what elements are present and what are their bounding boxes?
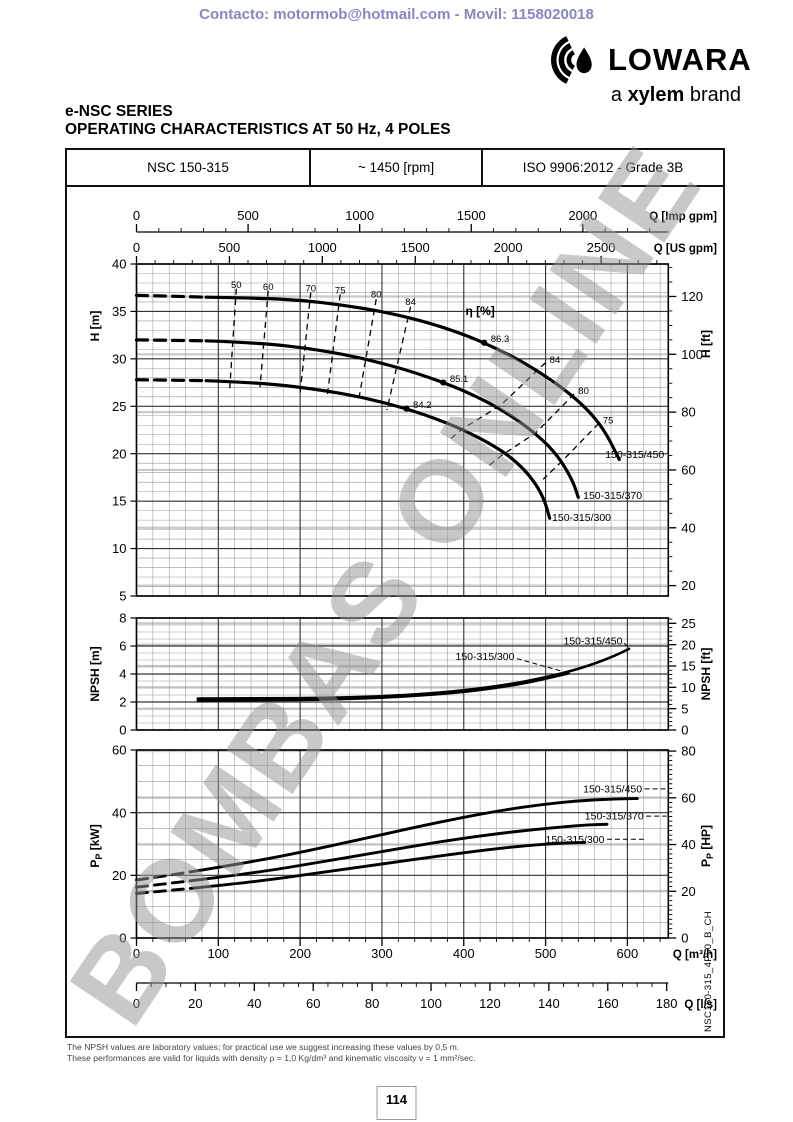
- contact-banner: Contacto: motormob@hotmail.com - Movil: …: [199, 6, 594, 23]
- side-code: NSC150-315_4P50_B_CH: [703, 910, 714, 1032]
- doc-title: e-NSC SERIES OPERATING CHARACTERISTICS A…: [65, 103, 451, 139]
- footnote-density: These performances are valid for liquids…: [67, 1053, 476, 1063]
- xylem-tagline: a xylem brand: [545, 84, 741, 107]
- tagline-rest: brand: [684, 84, 741, 106]
- spec-model: NSC 150-315: [67, 150, 311, 185]
- footnotes: The NPSH values are laboratory values; f…: [67, 1042, 475, 1064]
- spec-table: NSC 150-315 ~ 1450 [rpm] ISO 9906:2012 -…: [67, 150, 723, 187]
- spec-standard: ISO 9906:2012 - Grade 3B: [522, 160, 684, 175]
- tagline-a: a: [610, 84, 628, 106]
- lowara-wordmark: LOWARA: [608, 42, 752, 77]
- content-frame: NSC 150-315 ~ 1450 [rpm] ISO 9906:2012 -…: [65, 148, 725, 1038]
- brand-logo: LOWARA: [547, 33, 752, 87]
- page-number: 114: [386, 1092, 407, 1107]
- spec-speed: ~ 1450 [rpm]: [311, 150, 483, 185]
- lowara-mark-icon: [551, 36, 592, 84]
- doc-title-line2: OPERATING CHARACTERISTICS AT 50 Hz, 4 PO…: [65, 121, 451, 138]
- doc-title-line1: e-NSC SERIES: [65, 103, 173, 120]
- footnote-npsh: The NPSH values are laboratory values; f…: [67, 1042, 460, 1052]
- page-number-box: 114: [376, 1086, 417, 1120]
- tagline-brand: xylem: [627, 84, 685, 106]
